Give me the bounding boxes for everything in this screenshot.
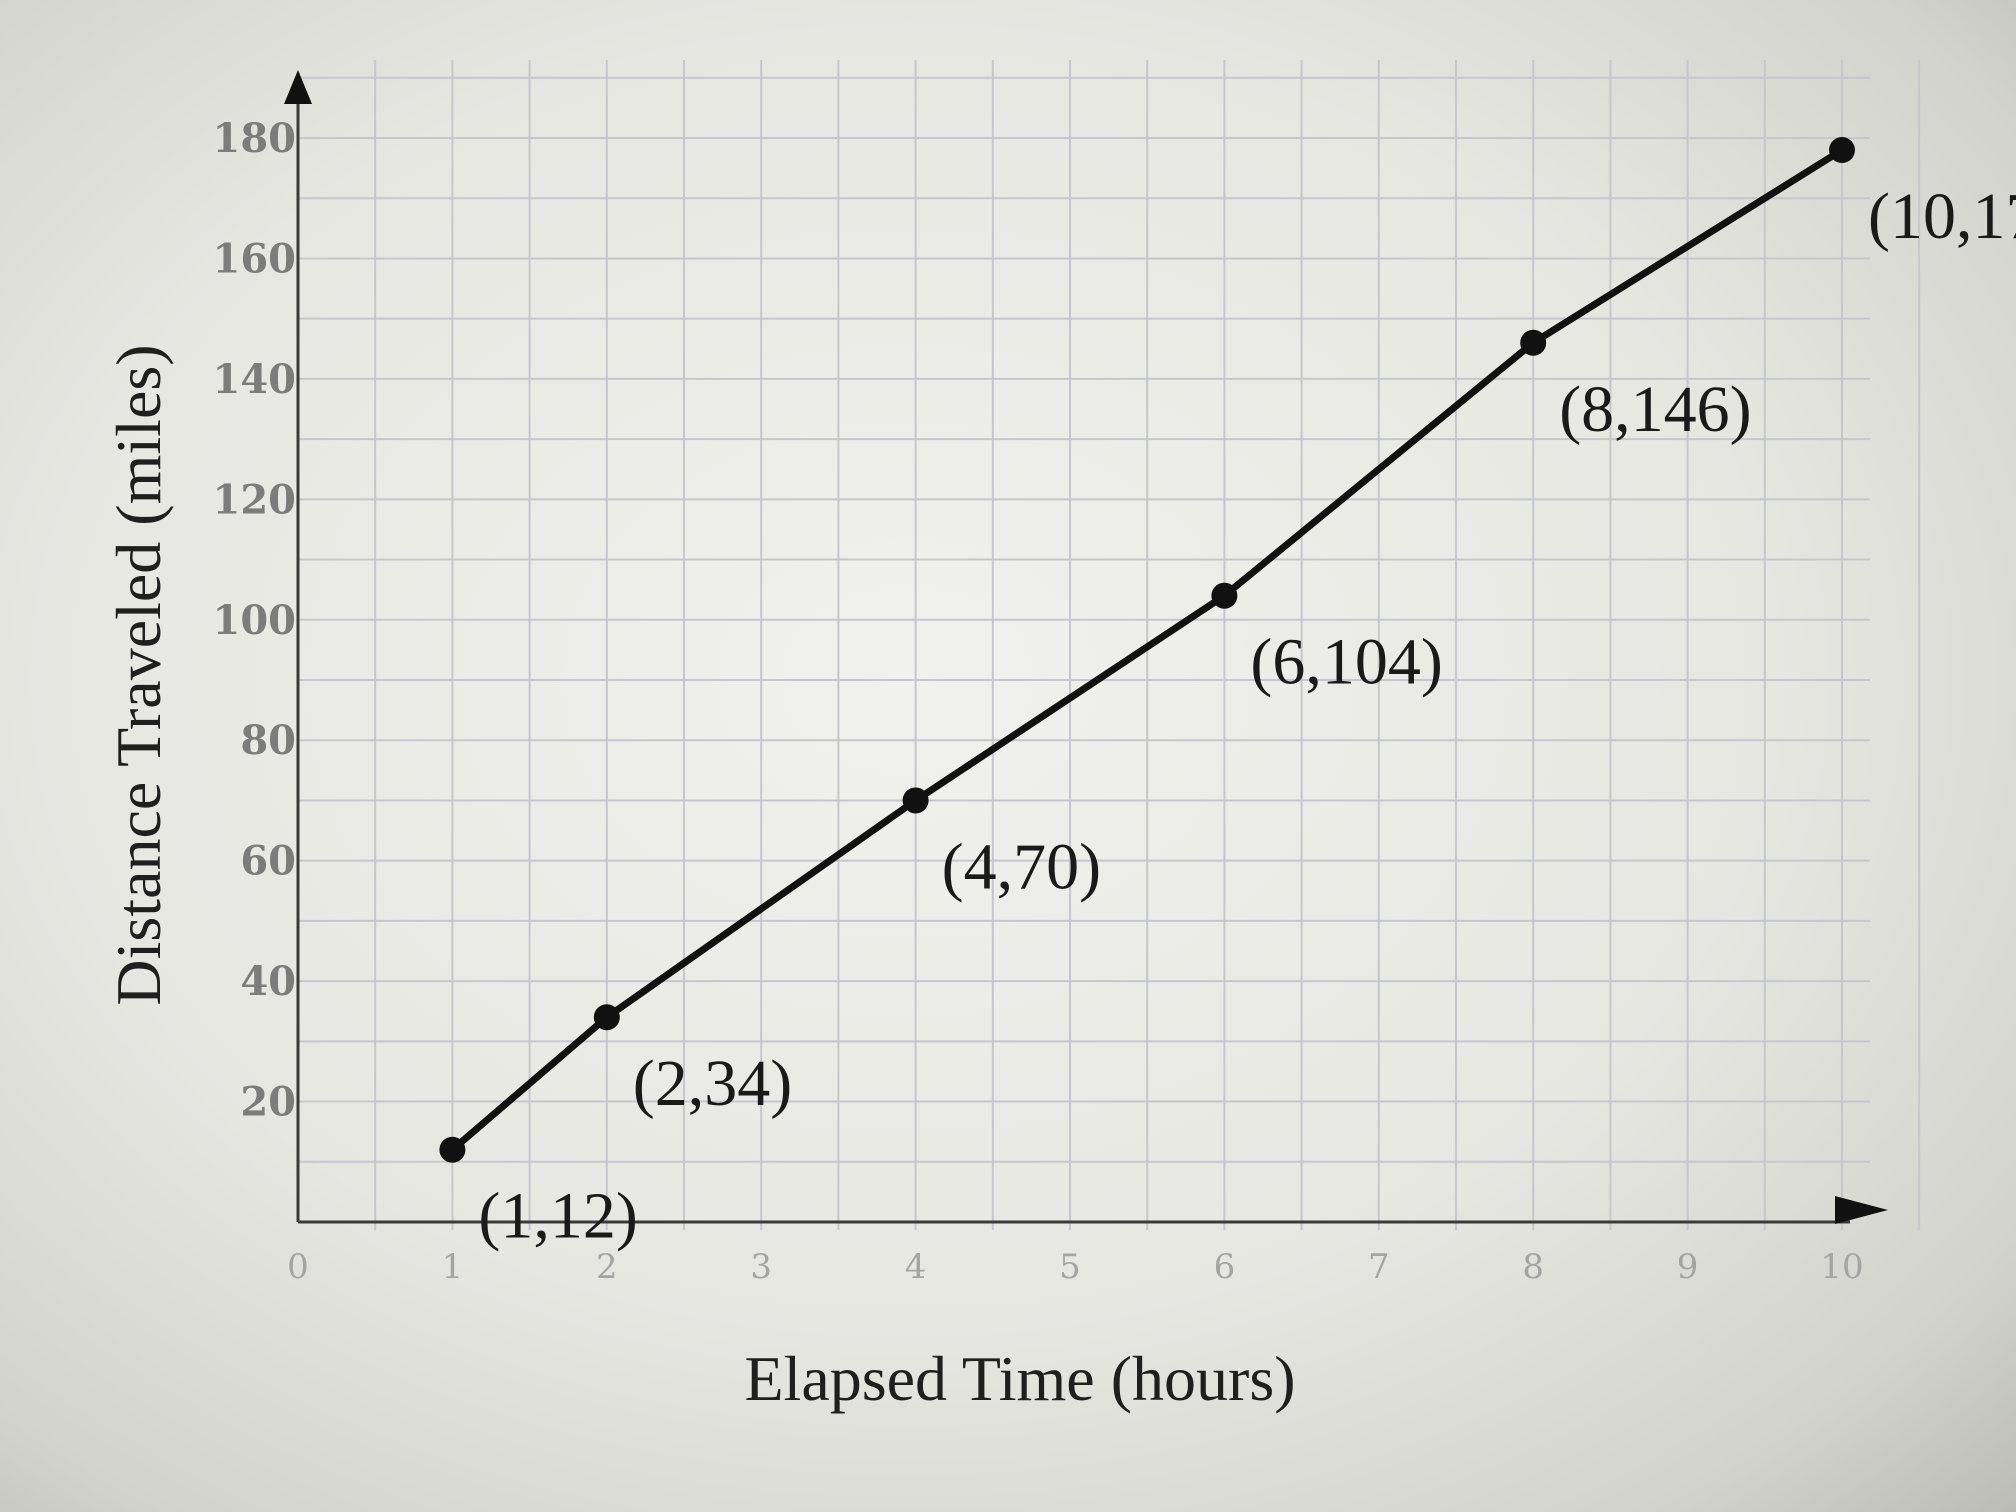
x-tick-labels: 0 1 2 3 4 5 6 7 8 9 10 — [287, 1247, 1863, 1287]
data-label: (2,34) — [633, 1047, 792, 1120]
data-point — [593, 1004, 620, 1031]
y-tick-label: 60 — [240, 838, 296, 885]
x-axis-title: Elapsed Time (hours) — [744, 1343, 1295, 1414]
y-tick-label: 180 — [213, 115, 297, 162]
x-tick-label: 0 — [287, 1247, 309, 1287]
y-tick-label: 80 — [240, 717, 296, 764]
axes — [284, 70, 1888, 1224]
y-axis-arrow — [284, 70, 312, 104]
y-tick-label: 140 — [213, 356, 297, 403]
x-tick-label: 4 — [905, 1247, 927, 1287]
data-label: (4,70) — [942, 830, 1101, 903]
data-label: (8,146) — [1559, 373, 1751, 446]
y-tick-labels: 20 40 60 80 100 120 140 160 180 — [213, 115, 297, 1126]
y-axis-title: Distance Traveled (miles) — [103, 344, 174, 1005]
x-tick-label: 9 — [1677, 1247, 1699, 1287]
data-labels: (1,12) (2,34) (4,70) (6,104) (8,146) (10,178) — [478, 180, 2016, 1253]
series — [439, 137, 1855, 1163]
data-label: (6,104) — [1250, 626, 1442, 699]
data-label: (1,12) — [478, 1180, 637, 1253]
y-tick-label: 160 — [213, 235, 297, 282]
data-point — [1211, 582, 1238, 609]
y-tick-label: 20 — [240, 1079, 296, 1126]
series-line — [448, 146, 1846, 1154]
data-point — [439, 1136, 466, 1163]
x-tick-label: 6 — [1214, 1247, 1236, 1287]
x-tick-label: 5 — [1059, 1247, 1081, 1287]
x-tick-label: 8 — [1522, 1247, 1544, 1287]
data-point — [902, 787, 929, 814]
y-tick-label: 120 — [213, 476, 297, 523]
x-tick-label: 3 — [750, 1247, 772, 1287]
data-point — [1520, 329, 1547, 356]
x-tick-label: 2 — [596, 1247, 618, 1287]
x-tick-label: 10 — [1820, 1247, 1863, 1287]
y-tick-label: 100 — [213, 597, 297, 644]
x-tick-label: 7 — [1368, 1247, 1390, 1287]
grid — [298, 60, 1921, 1230]
data-point — [1829, 137, 1855, 164]
x-axis-arrow — [1835, 1196, 1888, 1224]
x-tick-label: 1 — [442, 1247, 464, 1287]
data-label: (10,178) — [1868, 180, 2016, 253]
y-tick-label: 40 — [240, 958, 296, 1005]
